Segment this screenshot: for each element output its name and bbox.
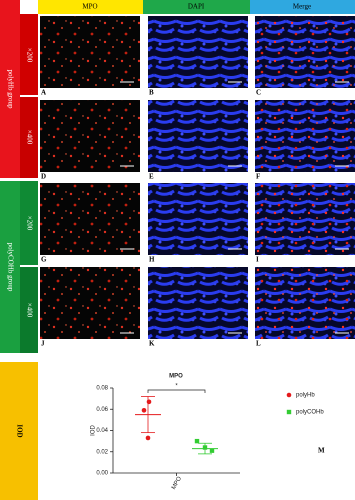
mag-bar [20, 97, 38, 178]
panel-letter: A [41, 89, 46, 97]
header-merge [250, 0, 355, 14]
header-mpo [38, 0, 143, 14]
iod-label: IOD [15, 424, 23, 437]
panel-letter: E [149, 173, 154, 181]
column-title: Merge [293, 3, 311, 11]
x-tick-label: MPO [171, 476, 183, 491]
micrograph-overlay [255, 16, 355, 88]
panel-letter: J [41, 340, 45, 348]
panels: A B C D E F G H I J K L [40, 16, 355, 348]
y-axis-label: IOD [91, 425, 97, 436]
iod-bar [0, 362, 38, 500]
chart-title: MPO [169, 374, 183, 380]
y-tick-label: 0.00 [96, 471, 108, 477]
panel-letter: C [256, 89, 261, 97]
panel-letter: B [149, 89, 154, 97]
panel-letter: G [41, 256, 47, 264]
mag-bar [20, 267, 38, 353]
group-bar [0, 0, 20, 178]
y-tick-label: 0.04 [96, 428, 108, 434]
y-tick-label: 0.02 [96, 449, 108, 455]
mag-bar [20, 14, 38, 95]
micrograph-overlay [255, 100, 355, 172]
micrograph-overlay [255, 267, 355, 339]
micrograph [40, 183, 140, 255]
micrograph [148, 267, 248, 339]
mag-bar [20, 181, 38, 265]
panel-letter: F [256, 173, 260, 181]
micrograph [40, 16, 140, 88]
point [202, 445, 208, 450]
point [146, 399, 152, 405]
group-label: polyHb group [6, 69, 14, 109]
y-tick-label: 0.06 [96, 407, 108, 413]
micrograph-overlay [255, 183, 355, 255]
significance-bracket [147, 389, 206, 393]
chart: MPO IOD 0.00 0.02 0.04 0.06 0.08 MPO polyHb polyC… [91, 374, 325, 491]
magnification: ×400 [25, 303, 33, 318]
group-label: polyCOHb group [6, 243, 14, 292]
panel-letter: M [318, 447, 325, 455]
magnification: ×200 [25, 48, 33, 63]
panel-letter: D [41, 173, 46, 181]
point [141, 408, 147, 413]
micrograph [40, 267, 140, 339]
magnification: ×200 [25, 216, 33, 231]
micrograph [40, 100, 140, 172]
magnification: ×400 [25, 130, 33, 145]
point [209, 448, 215, 453]
panel-letter: L [256, 340, 261, 348]
legend-label: polyCOHb [296, 410, 324, 416]
y-tick-label: 0.08 [96, 386, 108, 392]
legend-marker [286, 392, 292, 398]
legend-marker [286, 409, 292, 415]
header-dapi [143, 0, 250, 14]
point [194, 438, 200, 444]
panel-letter: H [149, 256, 155, 264]
legend-label: polyHb [296, 393, 315, 399]
micrograph [148, 183, 248, 255]
point [145, 435, 151, 441]
column-title: DAPI [188, 3, 205, 11]
significance-mark: * [175, 384, 178, 390]
micrograph [148, 16, 248, 88]
group-bar [0, 181, 20, 353]
column-title: MPO [82, 3, 97, 11]
panel-letter: I [256, 256, 259, 264]
micrograph [148, 100, 248, 172]
panel-letter: K [149, 340, 155, 348]
